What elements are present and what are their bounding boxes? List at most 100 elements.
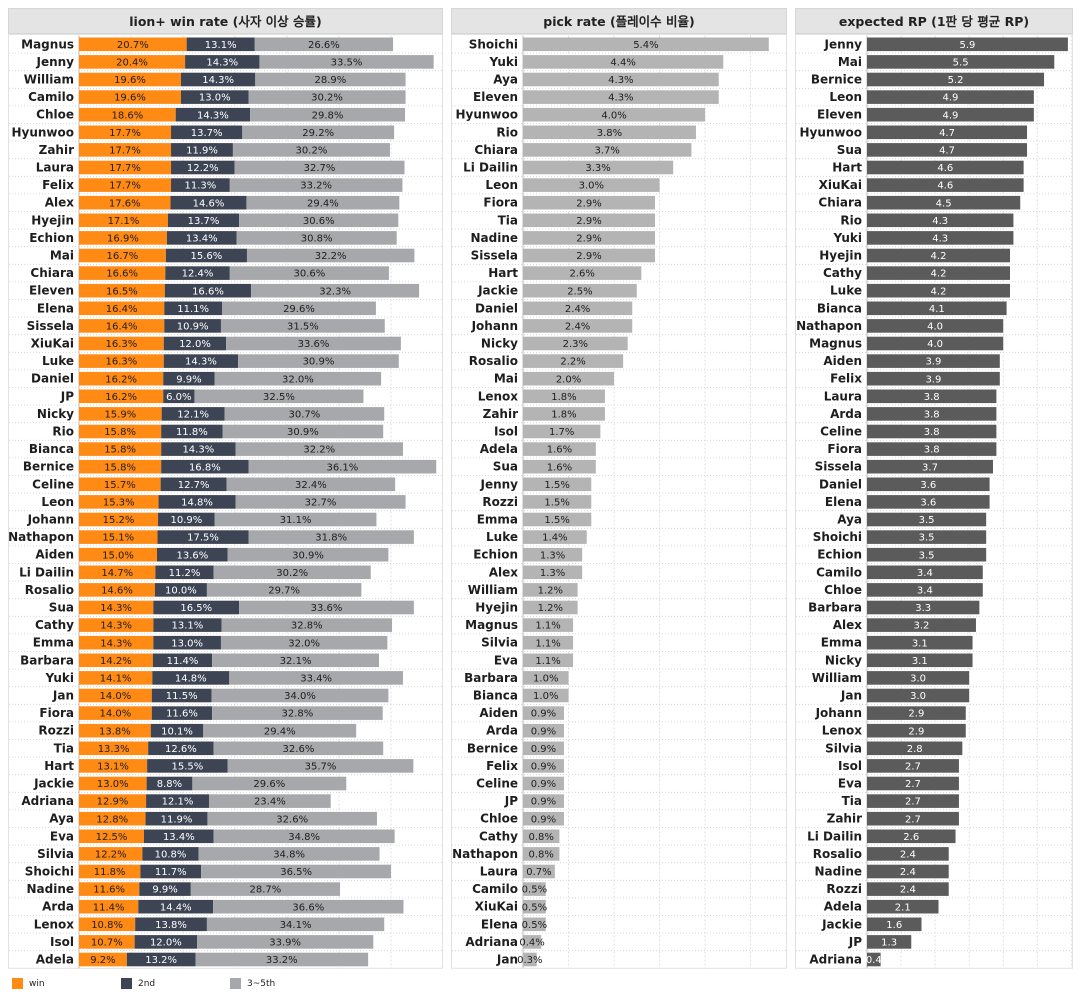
data-label-win-leon: 15.3% xyxy=(103,498,135,509)
category-label-shoichi: Shoichi xyxy=(813,530,862,544)
data-label-value-yuki: 4.3 xyxy=(932,234,948,245)
data-label-value-arda: 0.9% xyxy=(531,726,556,737)
bar-2nd-eleven xyxy=(164,283,252,298)
category-label-adela: Adela xyxy=(36,953,74,967)
data-label-value-luke: 1.4% xyxy=(542,533,567,544)
category-label-echion: Echion xyxy=(473,548,518,562)
bar-value-tia xyxy=(867,794,959,808)
bar-3-5th-jan xyxy=(211,688,389,703)
category-label-tia: Tia xyxy=(54,741,74,755)
bar-win-jan xyxy=(79,688,152,703)
data-label-value-tia: 2.7 xyxy=(905,797,921,808)
data-label-3-5th-jackie: 29.6% xyxy=(253,779,285,790)
bar-value-adriana xyxy=(867,952,881,967)
category-label-felix: Felix xyxy=(486,759,518,773)
bar-3-5th-tia xyxy=(213,741,384,756)
bar-value-nadine xyxy=(867,864,949,879)
bar-value-bianca xyxy=(523,688,569,703)
category-label-rosalio: Rosalio xyxy=(469,354,518,368)
category-label-emma: Emma xyxy=(33,636,74,650)
data-label-value-aiden: 3.9 xyxy=(925,357,941,368)
category-label-bernice: Bernice xyxy=(23,460,74,474)
data-label-2nd-johann: 10.9% xyxy=(170,515,202,526)
bar-2nd-william xyxy=(180,72,256,87)
category-label-silvia: Silvia xyxy=(481,636,518,650)
data-label-3-5th-li-dailin: 30.2% xyxy=(276,568,308,579)
data-label-value-rio: 3.8% xyxy=(597,128,622,139)
data-label-win-rio: 15.8% xyxy=(104,427,136,438)
data-label-value-hyunwoo: 4.0% xyxy=(601,110,626,121)
bar-3-5th-zahir xyxy=(232,143,390,157)
bar-value-hyejin xyxy=(523,600,578,615)
category-label-alex: Alex xyxy=(489,565,519,579)
category-label-nicky: Nicky xyxy=(825,653,862,667)
category-label-camilo: Camilo xyxy=(472,882,518,896)
data-label-value-daniel: 2.4% xyxy=(565,304,590,315)
data-label-value-sissela: 3.7 xyxy=(922,462,938,473)
data-label-3-5th-jenny: 33.5% xyxy=(331,58,363,69)
category-label-sua: Sua xyxy=(493,460,518,474)
bar-2nd-chiara xyxy=(165,266,230,280)
bar-2nd-barbara xyxy=(152,653,213,668)
category-label-laura: Laura xyxy=(480,865,518,879)
legend-label-win: win xyxy=(29,978,45,989)
data-label-2nd-elena: 11.1% xyxy=(177,304,209,315)
data-label-3-5th-rio: 30.9% xyxy=(287,427,319,438)
bar-value-barbara xyxy=(523,671,569,685)
data-label-3-5th-magnus: 26.6% xyxy=(308,40,340,51)
bar-win-bianca xyxy=(79,442,162,456)
data-label-value-magnus: 4.0 xyxy=(927,339,943,350)
bar-value-adriana xyxy=(523,935,542,949)
bar-value-daniel xyxy=(867,477,990,492)
data-label-win-zahir: 17.7% xyxy=(109,146,141,157)
bar-value-xiukai xyxy=(523,899,546,914)
data-label-value-daniel: 3.6 xyxy=(920,480,936,491)
category-label-cathy: Cathy xyxy=(479,829,518,843)
category-label-william: William xyxy=(24,73,74,87)
data-label-3-5th-cathy: 32.8% xyxy=(291,621,323,632)
bar-2nd-sissela xyxy=(164,319,221,333)
bar-2nd-daniel xyxy=(163,371,215,386)
category-label-silvia: Silvia xyxy=(37,847,74,861)
bar-3-5th-isol xyxy=(197,935,374,949)
data-label-value-hyunwoo: 4.7 xyxy=(939,128,955,139)
category-label-fiora: Fiora xyxy=(39,706,74,720)
bar-value-nathapon xyxy=(523,847,560,861)
legend-label-3-5th: 3~5th xyxy=(247,978,276,989)
category-label-eva: Eva xyxy=(494,653,518,667)
bar-value-xiukai xyxy=(867,178,1024,192)
category-label-isol: Isol xyxy=(494,425,518,439)
expected-rp-chart: Jenny 5.9 Mai 5.5 Bernice 5.2 Leon 4.9 Eleven 4.9… xyxy=(795,34,1073,969)
bar-3-5th-william xyxy=(255,72,406,87)
data-label-2nd-barbara: 11.4% xyxy=(167,656,199,667)
category-label-luke: Luke xyxy=(42,354,74,368)
data-label-2nd-sissela: 10.9% xyxy=(177,322,209,333)
category-label-hyunwoo: Hyunwoo xyxy=(455,108,518,122)
bar-value-nicky xyxy=(867,653,973,668)
bar-value-rio xyxy=(867,213,1014,228)
category-label-bernice: Bernice xyxy=(811,73,862,87)
category-label-lenox: Lenox xyxy=(478,389,519,403)
data-label-win-nicky: 15.9% xyxy=(104,410,136,421)
data-label-value-mai: 2.0% xyxy=(556,374,581,385)
data-label-3-5th-silvia: 34.8% xyxy=(273,850,305,861)
bar-win-aya xyxy=(79,811,146,826)
bar-value-zahir xyxy=(867,811,959,826)
data-label-win-jenny: 20.4% xyxy=(116,58,148,69)
bar-win-daniel xyxy=(79,371,164,386)
bar-3-5th-nadine xyxy=(190,882,341,896)
bar-3-5th-elena xyxy=(222,301,376,316)
bar-3-5th-shoichi xyxy=(201,864,391,879)
bar-win-arda xyxy=(79,899,139,914)
data-label-3-5th-sissela: 31.5% xyxy=(287,322,319,333)
bar-2nd-jp xyxy=(163,389,195,404)
bar-2nd-emma xyxy=(153,635,221,650)
data-label-value-cathy: 0.8% xyxy=(529,832,554,843)
data-label-3-5th-zahir: 30.2% xyxy=(296,146,328,157)
data-label-2nd-hyejin: 13.7% xyxy=(188,216,220,227)
bar-win-li-dailin xyxy=(79,565,156,580)
category-label-jenny: Jenny xyxy=(35,55,74,69)
category-label-adriana: Adriana xyxy=(465,935,518,949)
data-label-3-5th-nadine: 28.7% xyxy=(250,885,282,896)
bar-win-cathy xyxy=(79,618,154,632)
